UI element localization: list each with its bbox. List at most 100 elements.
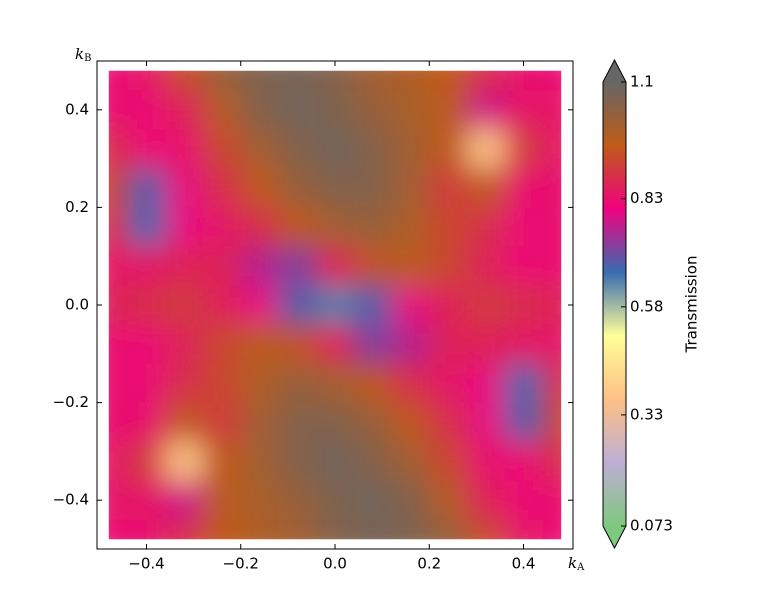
heat-cell bbox=[542, 402, 562, 443]
heat-cell bbox=[429, 70, 468, 91]
heat-cell bbox=[165, 363, 204, 404]
colorbar-label: Transmission bbox=[683, 256, 701, 354]
heat-cell bbox=[353, 480, 393, 521]
heat-cell bbox=[165, 90, 204, 130]
heat-cell bbox=[278, 324, 317, 365]
heat-cell bbox=[429, 519, 468, 540]
heat-cell bbox=[391, 519, 430, 540]
heat-cell bbox=[127, 324, 166, 365]
heat-cell bbox=[542, 363, 562, 404]
heat-cell bbox=[542, 324, 562, 365]
heat-cell bbox=[542, 519, 562, 540]
x-axis-label: kA bbox=[568, 554, 585, 573]
heat-cell bbox=[316, 402, 355, 443]
heat-cell bbox=[316, 207, 355, 247]
heat-cell bbox=[353, 519, 393, 540]
heat-cell bbox=[353, 70, 393, 91]
heat-cell bbox=[466, 70, 506, 91]
heat-cell bbox=[353, 207, 393, 247]
y-tick-label: 0.2 bbox=[65, 198, 89, 216]
heat-cell bbox=[127, 90, 166, 130]
heatmap bbox=[108, 70, 562, 540]
heat-cell bbox=[353, 363, 393, 404]
heat-cell bbox=[353, 324, 393, 365]
heat-cell bbox=[353, 285, 393, 326]
heat-cell bbox=[127, 207, 166, 247]
heat-cell bbox=[165, 207, 204, 247]
heat-cell bbox=[391, 168, 430, 208]
heat-cell bbox=[353, 402, 393, 443]
heat-cell bbox=[240, 519, 279, 540]
heat-cell bbox=[429, 480, 468, 521]
heat-cell bbox=[504, 324, 543, 365]
heat-cell bbox=[466, 441, 506, 482]
heat-cell bbox=[108, 285, 129, 326]
heat-cell bbox=[504, 519, 543, 540]
heat-cell bbox=[466, 246, 506, 286]
heat-cell bbox=[353, 246, 393, 286]
heat-cell bbox=[203, 90, 242, 130]
heat-cell bbox=[504, 246, 543, 286]
heat-cell bbox=[504, 363, 543, 404]
heat-cell bbox=[203, 285, 242, 326]
heat-cell bbox=[108, 90, 129, 130]
heat-cell bbox=[316, 285, 355, 326]
heat-cell bbox=[278, 363, 317, 404]
heat-cell bbox=[240, 402, 279, 443]
heat-cell bbox=[127, 363, 166, 404]
heat-cell bbox=[391, 246, 430, 286]
heat-cell bbox=[466, 129, 506, 169]
heat-cell bbox=[504, 441, 543, 482]
heat-cell bbox=[429, 441, 468, 482]
heat-cell bbox=[108, 207, 129, 247]
heat-cell bbox=[504, 207, 543, 247]
heat-cell bbox=[203, 363, 242, 404]
heat-cell bbox=[316, 246, 355, 286]
heat-cell bbox=[278, 285, 317, 326]
x-tick-label: 0.0 bbox=[323, 555, 347, 573]
heat-cell bbox=[203, 519, 242, 540]
heat-cell bbox=[165, 246, 204, 286]
heat-cell bbox=[316, 129, 355, 169]
colorbar-extend-bottom bbox=[603, 526, 626, 548]
heat-cell bbox=[127, 246, 166, 286]
heat-cell bbox=[127, 519, 166, 540]
heat-cell bbox=[278, 480, 317, 521]
heat-cell bbox=[108, 402, 129, 443]
heat-cell bbox=[278, 90, 317, 130]
heat-cell bbox=[316, 90, 355, 130]
heat-cell bbox=[429, 363, 468, 404]
heat-cell bbox=[466, 168, 506, 208]
heat-cell bbox=[127, 70, 166, 91]
heat-cell bbox=[127, 129, 166, 169]
heat-cell bbox=[542, 70, 562, 91]
heat-cell bbox=[353, 90, 393, 130]
heat-cell bbox=[240, 285, 279, 326]
heat-cell bbox=[504, 90, 543, 130]
heat-cell bbox=[108, 363, 129, 404]
heat-cell bbox=[316, 168, 355, 208]
heat-cell bbox=[165, 324, 204, 365]
heat-cell bbox=[504, 285, 543, 326]
heat-cell bbox=[127, 441, 166, 482]
heat-cell bbox=[429, 324, 468, 365]
heat-cell bbox=[542, 441, 562, 482]
heat-cell bbox=[203, 70, 242, 91]
heat-cell bbox=[466, 402, 506, 443]
heat-cell bbox=[542, 285, 562, 326]
y-tick-label: 0.0 bbox=[65, 296, 89, 314]
heat-cell bbox=[353, 441, 393, 482]
heat-cell bbox=[278, 207, 317, 247]
heat-cell bbox=[466, 363, 506, 404]
heat-cell bbox=[391, 480, 430, 521]
heat-cell bbox=[203, 246, 242, 286]
heat-cell bbox=[391, 441, 430, 482]
x-tick-label: 0.4 bbox=[512, 555, 536, 573]
x-tick-label: −0.4 bbox=[128, 555, 164, 573]
x-tick-label: 0.2 bbox=[417, 555, 441, 573]
heat-cell bbox=[542, 207, 562, 247]
heat-cell bbox=[353, 129, 393, 169]
heat-cell bbox=[391, 363, 430, 404]
heat-cell bbox=[429, 207, 468, 247]
heat-cell bbox=[466, 480, 506, 521]
